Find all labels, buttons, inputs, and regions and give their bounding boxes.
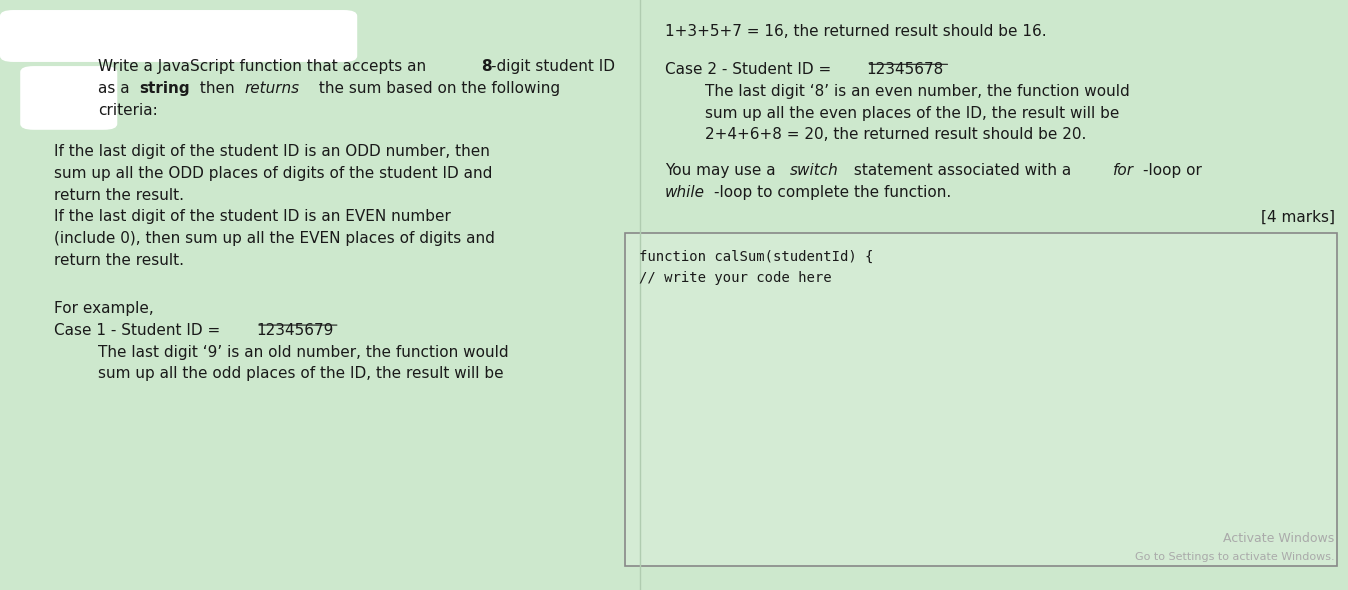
Text: If the last digit of the student ID is an ODD number, then: If the last digit of the student ID is a… bbox=[54, 144, 489, 159]
Text: 1+3+5+7 = 16, the returned result should be 16.: 1+3+5+7 = 16, the returned result should… bbox=[665, 24, 1046, 38]
Text: sum up all the odd places of the ID, the result will be: sum up all the odd places of the ID, the… bbox=[98, 366, 504, 381]
Text: (include 0), then sum up all the EVEN places of digits and: (include 0), then sum up all the EVEN pl… bbox=[54, 231, 495, 246]
Text: switch: switch bbox=[790, 163, 838, 178]
Text: 2+4+6+8 = 20, the returned result should be 20.: 2+4+6+8 = 20, the returned result should… bbox=[705, 127, 1086, 142]
Text: For example,: For example, bbox=[54, 301, 154, 316]
FancyBboxPatch shape bbox=[20, 66, 117, 130]
Text: -loop or: -loop or bbox=[1143, 163, 1202, 178]
Text: If the last digit of the student ID is an EVEN number: If the last digit of the student ID is a… bbox=[54, 209, 450, 224]
Text: returns: returns bbox=[244, 81, 299, 96]
Text: while: while bbox=[665, 185, 705, 200]
Text: then: then bbox=[195, 81, 240, 96]
Text: -digit student ID: -digit student ID bbox=[491, 59, 615, 74]
Text: Case 2 - Student ID =: Case 2 - Student ID = bbox=[665, 62, 836, 77]
Text: The last digit ‘8’ is an even number, the function would: The last digit ‘8’ is an even number, th… bbox=[705, 84, 1130, 99]
Text: return the result.: return the result. bbox=[54, 253, 183, 268]
Text: Go to Settings to activate Windows.: Go to Settings to activate Windows. bbox=[1135, 552, 1335, 562]
Text: return the result.: return the result. bbox=[54, 188, 183, 202]
FancyBboxPatch shape bbox=[0, 10, 357, 62]
Text: as a: as a bbox=[98, 81, 135, 96]
Text: The last digit ‘9’ is an old number, the function would: The last digit ‘9’ is an old number, the… bbox=[98, 345, 510, 359]
Text: 12345679: 12345679 bbox=[256, 323, 333, 337]
Text: statement associated with a: statement associated with a bbox=[849, 163, 1076, 178]
Text: Write a JavaScript function that accepts an: Write a JavaScript function that accepts… bbox=[98, 59, 431, 74]
Text: You may use a: You may use a bbox=[665, 163, 780, 178]
Text: 8: 8 bbox=[481, 59, 492, 74]
FancyBboxPatch shape bbox=[625, 233, 1337, 566]
Text: [4 marks]: [4 marks] bbox=[1260, 209, 1335, 224]
Text: string: string bbox=[139, 81, 190, 96]
Text: function calSum(studentId) {: function calSum(studentId) { bbox=[639, 250, 874, 264]
Text: // write your code here: // write your code here bbox=[639, 271, 832, 286]
Text: for: for bbox=[1113, 163, 1135, 178]
Text: Case 1 - Student ID =: Case 1 - Student ID = bbox=[54, 323, 225, 337]
Text: -loop to complete the function.: -loop to complete the function. bbox=[714, 185, 952, 200]
Text: 12345678: 12345678 bbox=[867, 62, 944, 77]
Text: the sum based on the following: the sum based on the following bbox=[314, 81, 561, 96]
Text: sum up all the even places of the ID, the result will be: sum up all the even places of the ID, th… bbox=[705, 106, 1119, 120]
Text: criteria:: criteria: bbox=[98, 103, 158, 117]
Text: sum up all the ODD places of digits of the student ID and: sum up all the ODD places of digits of t… bbox=[54, 166, 492, 181]
Text: Activate Windows: Activate Windows bbox=[1223, 532, 1335, 545]
